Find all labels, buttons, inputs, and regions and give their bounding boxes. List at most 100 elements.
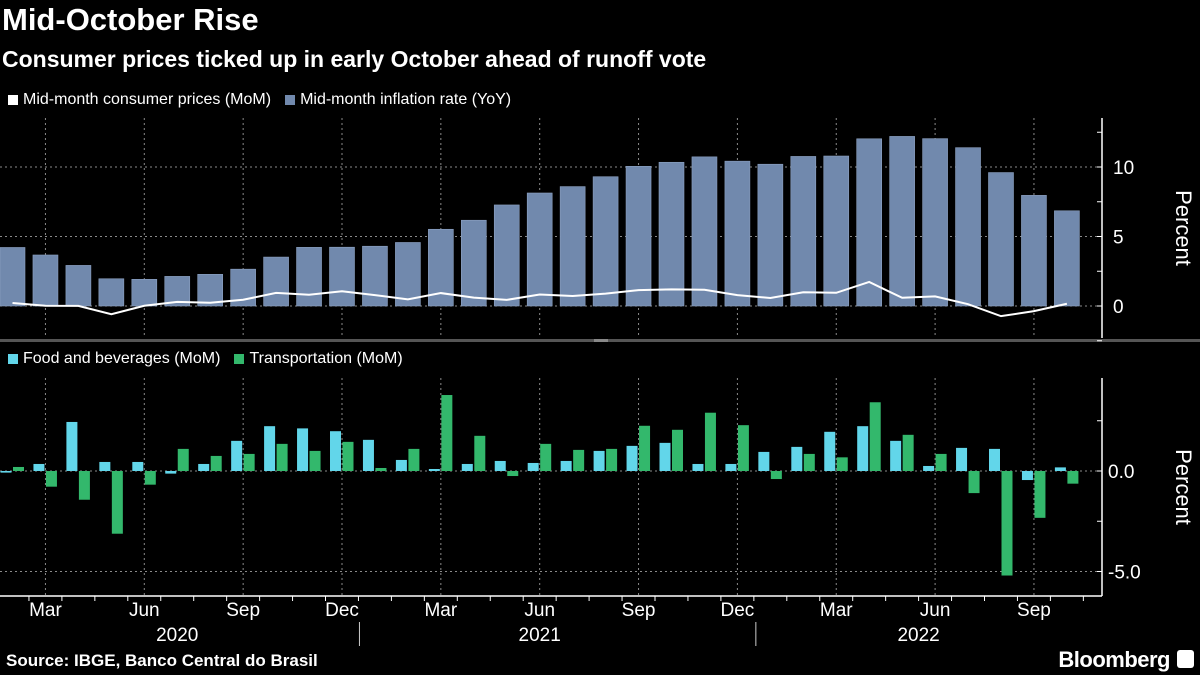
x-tick-label-month: Jun xyxy=(524,600,555,621)
y-axis-title-top: Percent xyxy=(1171,190,1196,266)
y-tick-label-top: 0 xyxy=(1113,297,1124,318)
bar-transport-2022-01 xyxy=(770,471,782,480)
bar-transport-2021-02 xyxy=(408,448,420,471)
bar-transport-2021-12 xyxy=(737,425,749,471)
bar-food-2020-02 xyxy=(0,471,12,473)
y-tick-label-bottom: -5.0 xyxy=(1108,563,1141,584)
bar-food-2021-09 xyxy=(626,445,638,471)
bloomberg-logo: Bloomberg xyxy=(1058,647,1170,672)
bar-yoy-2022-08 xyxy=(988,172,1014,307)
bar-food-2020-10 xyxy=(264,426,276,471)
bar-transport-2021-04 xyxy=(474,435,486,471)
bar-transport-2020-04 xyxy=(78,471,90,500)
x-tick-label-month: Dec xyxy=(721,600,755,621)
bar-transport-2021-05 xyxy=(507,471,519,477)
bar-yoy-2021-09 xyxy=(625,166,652,307)
bar-yoy-2021-04 xyxy=(460,219,487,307)
y-tick-label-bottom: 0.0 xyxy=(1108,462,1134,483)
legend-label-cpi-yoy: Mid-month inflation rate (YoY) xyxy=(300,91,512,108)
bar-yoy-2021-11 xyxy=(691,156,718,307)
y-tick-label-top: 10 xyxy=(1113,158,1134,179)
bar-transport-2022-08 xyxy=(1001,471,1013,576)
bar-yoy-2020-05 xyxy=(98,278,125,307)
bar-yoy-2020-06 xyxy=(131,279,158,307)
bar-transport-2020-07 xyxy=(177,448,189,471)
bar-food-2021-04 xyxy=(461,463,473,471)
bar-transport-2020-09 xyxy=(243,453,255,471)
bar-transport-2021-07 xyxy=(573,449,585,471)
bar-food-2022-05 xyxy=(890,440,902,471)
bar-yoy-2021-06 xyxy=(526,192,553,307)
panel-resize-handle xyxy=(594,339,608,342)
x-tick-label-month: Jun xyxy=(920,600,951,621)
bar-yoy-2021-05 xyxy=(493,204,520,307)
bar-transport-2021-01 xyxy=(375,467,387,471)
bar-food-2022-07 xyxy=(956,447,968,471)
bar-food-2021-06 xyxy=(527,462,539,471)
x-tick-label-month: Jun xyxy=(129,600,160,621)
bar-transport-2020-11 xyxy=(309,450,321,471)
bar-yoy-2021-12 xyxy=(724,160,751,307)
bar-food-2021-01 xyxy=(362,439,374,471)
bar-transport-2022-07 xyxy=(968,471,980,494)
bar-transport-2020-03 xyxy=(45,471,57,487)
bar-food-2022-08 xyxy=(989,448,1000,471)
bar-yoy-2022-06 xyxy=(922,138,948,307)
bar-food-2021-03 xyxy=(428,468,440,471)
legend-swatch-cpi-yoy xyxy=(285,95,296,105)
bar-yoy-2022-01 xyxy=(757,163,784,307)
legend-swatch-cpi-mom xyxy=(8,95,18,105)
bar-yoy-2022-04 xyxy=(856,138,883,307)
bar-transport-2020-06 xyxy=(144,471,156,485)
bar-yoy-2020-10 xyxy=(263,256,289,307)
bar-yoy-2021-08 xyxy=(592,176,619,307)
x-tick-label-year: 2022 xyxy=(897,625,939,646)
bar-food-2021-08 xyxy=(593,450,605,471)
bar-yoy-2022-03 xyxy=(823,155,850,307)
bar-food-2022-01 xyxy=(758,451,770,471)
y-tick-label-top: 5 xyxy=(1113,228,1124,249)
bar-transport-2021-11 xyxy=(704,412,716,471)
x-tick-label-month: Sep xyxy=(1017,600,1051,621)
bar-yoy-2022-05 xyxy=(889,136,915,307)
bar-food-2022-09 xyxy=(1021,471,1033,481)
legend-label-transport: Transportation (MoM) xyxy=(249,350,403,367)
bar-transport-2020-05 xyxy=(111,471,123,534)
x-tick-label-month: Dec xyxy=(325,600,359,621)
x-tick-label-month: Mar xyxy=(29,600,62,621)
bar-food-2020-07 xyxy=(165,471,177,474)
x-tick-label-year: 2021 xyxy=(519,625,561,646)
chart-title: Mid-October Rise xyxy=(2,2,259,37)
bar-transport-2021-09 xyxy=(639,425,651,471)
bar-food-2020-08 xyxy=(198,463,210,471)
legend-bottom: Food and beverages (MoM) Transportation … xyxy=(8,350,417,368)
bar-transport-2021-08 xyxy=(606,448,618,471)
bar-food-2021-10 xyxy=(659,442,671,471)
legend-top: Mid-month consumer prices (MoM) Mid-mont… xyxy=(8,91,525,109)
bar-transport-2020-12 xyxy=(342,441,354,471)
bar-food-2020-06 xyxy=(132,461,144,471)
bar-yoy-2022-09 xyxy=(1021,195,1047,307)
bar-transport-2022-03 xyxy=(836,457,848,471)
bar-food-2022-04 xyxy=(857,426,869,471)
bar-food-2020-09 xyxy=(231,440,243,471)
bar-food-2022-03 xyxy=(824,431,836,471)
bar-transport-2021-10 xyxy=(672,429,683,471)
bar-food-2020-04 xyxy=(66,421,78,471)
bar-yoy-2020-08 xyxy=(197,274,223,307)
bar-yoy-2022-07 xyxy=(955,147,981,307)
bar-food-2021-11 xyxy=(692,463,704,471)
bar-transport-2022-02 xyxy=(803,453,815,471)
bar-yoy-2020-12 xyxy=(329,246,355,307)
chart-subtitle: Consumer prices ticked up in early Octob… xyxy=(2,46,707,72)
legend-label-cpi-mom: Mid-month consumer prices (MoM) xyxy=(23,91,272,108)
bar-transport-2022-04 xyxy=(869,402,881,471)
bar-transport-2021-06 xyxy=(540,443,552,471)
bar-yoy-2020-02 xyxy=(0,247,26,307)
bar-food-2021-07 xyxy=(560,460,572,471)
bar-yoy-2021-02 xyxy=(395,242,421,307)
y-axis-title-bottom: Percent xyxy=(1171,449,1196,525)
bar-food-2022-06 xyxy=(923,465,935,471)
x-tick-label-month: Mar xyxy=(820,600,853,621)
x-tick-label-month: Sep xyxy=(622,600,656,621)
